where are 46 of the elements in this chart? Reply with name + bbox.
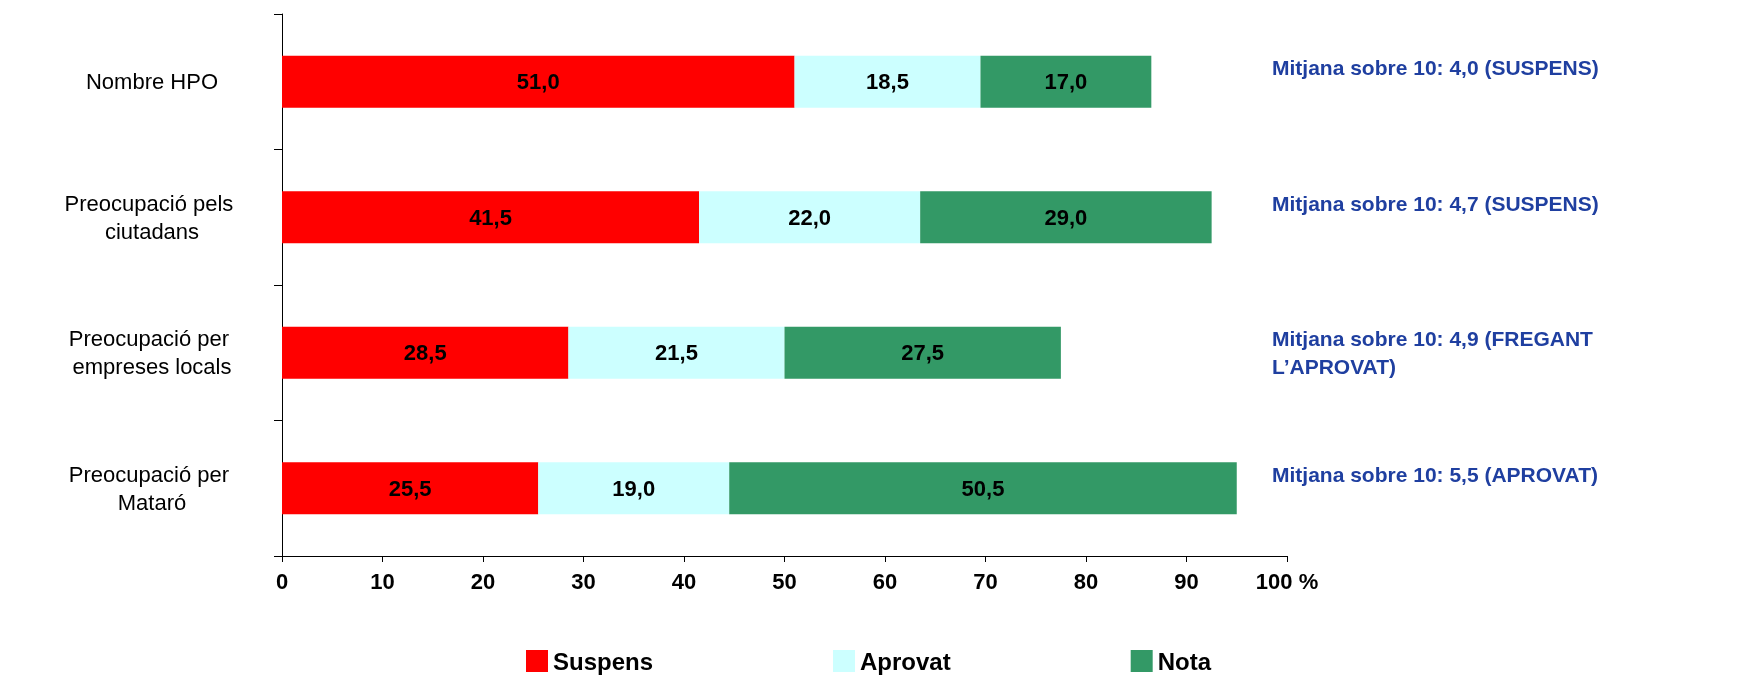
- data-label: 25,5: [388, 475, 432, 501]
- data-label: 18,5: [866, 69, 909, 95]
- x-tick-label: 20: [470, 568, 496, 594]
- bar: [282, 326, 569, 379]
- data-label: 19,0: [612, 475, 656, 501]
- annotation: Mitjana sobre 10: 4,9 (FREGANT L’APROVAT): [1272, 327, 1599, 379]
- bar: [784, 326, 1061, 379]
- x-tick-label: 80: [1073, 568, 1099, 594]
- x-tick-label: 40: [671, 568, 697, 594]
- data-label: 21,5: [655, 340, 698, 366]
- data-label: 22,0: [788, 204, 832, 230]
- x-tick-label: 0: [275, 568, 289, 594]
- bar: [538, 462, 730, 515]
- x-tick-label: 10: [370, 568, 395, 594]
- x-tick-label: 50: [772, 568, 797, 594]
- data-label: 50,5: [961, 475, 1005, 501]
- bar: [980, 55, 1152, 108]
- x-tick-label: 90: [1174, 568, 1199, 594]
- y-tick-label: Preocupació per Mataró: [68, 461, 236, 515]
- y-tick-label: Nombre HPO: [85, 69, 219, 95]
- bar: [282, 191, 700, 244]
- bar: [282, 55, 795, 108]
- bar: [568, 326, 785, 379]
- y-tick-label: Preocupació per empreses locals: [68, 326, 236, 380]
- data-label: 17,0: [1044, 69, 1088, 95]
- legend-label: Nota: [1157, 647, 1212, 675]
- x-tick-label: 100 %: [1255, 568, 1319, 594]
- bar: [699, 191, 921, 244]
- bar: [920, 191, 1212, 244]
- legend-label: Suspens: [552, 647, 654, 675]
- x-tick-label: 60: [872, 568, 898, 594]
- bar: [729, 462, 1237, 515]
- data-label: 29,0: [1044, 204, 1088, 230]
- data-label: 27,5: [901, 340, 945, 366]
- x-tick-label: 30: [571, 568, 596, 594]
- annotation: Mitjana sobre 10: 5,5 (APROVAT): [1272, 462, 1598, 486]
- data-label: 51,0: [516, 69, 560, 95]
- bar: [282, 462, 539, 515]
- legend-label: Aprovat: [860, 647, 951, 675]
- y-tick-label: Preocupació pels ciutadans: [64, 190, 240, 244]
- data-label: 28,5: [403, 340, 447, 366]
- annotation: Mitjana sobre 10: 4,0 (SUSPENS): [1272, 56, 1599, 80]
- data-label: 41,5: [469, 204, 512, 230]
- annotation: Mitjana sobre 10: 4,7 (SUSPENS): [1272, 191, 1599, 215]
- x-tick-label: 70: [973, 568, 998, 594]
- bar: [794, 55, 981, 108]
